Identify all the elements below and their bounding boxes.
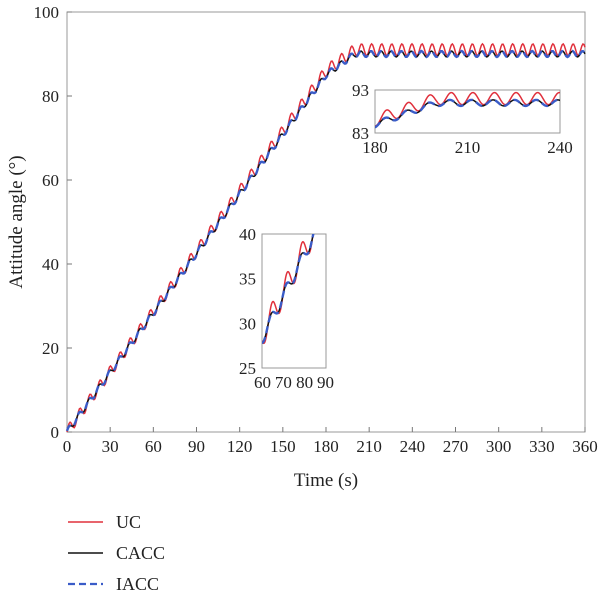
y-tick-label: 80 xyxy=(42,87,59,106)
legend-label-uc: UC xyxy=(116,512,141,532)
x-tick-label: 0 xyxy=(63,437,72,456)
x-tick-label: 180 xyxy=(313,437,339,456)
x-tick-label: 270 xyxy=(443,437,469,456)
inset-top-x-tick-label: 240 xyxy=(547,138,573,157)
inset-mid-y-tick-label: 30 xyxy=(239,314,256,333)
inset-top-series-group xyxy=(375,91,560,129)
inset-mid-y-tick-label: 35 xyxy=(239,270,256,289)
legend: UC CACC IACC xyxy=(68,512,165,594)
y-tick-label: 0 xyxy=(51,423,60,442)
inset-mid-frame xyxy=(261,233,327,369)
y-tick-label: 40 xyxy=(42,255,59,274)
x-tick-label: 240 xyxy=(400,437,426,456)
inset-top-x-tick-label: 210 xyxy=(455,138,481,157)
x-tick-label: 150 xyxy=(270,437,296,456)
y-tick-label: 60 xyxy=(42,171,59,190)
inset-mid-x-tick-label: 80 xyxy=(296,373,313,392)
inset-mid-series-group xyxy=(262,234,315,345)
x-tick-label: 60 xyxy=(145,437,162,456)
inset-mid-y-tick-label: 25 xyxy=(239,359,256,378)
inset-mid-x-tick-label: 70 xyxy=(275,373,292,392)
inset-mid-series-iacc xyxy=(262,234,315,345)
inset-top-y-tick-label: 93 xyxy=(352,81,369,100)
inset-top-series-iacc xyxy=(375,98,560,129)
inset-plot-60-90: 60 70 80 90 25 30 35 40 xyxy=(239,225,334,392)
x-tick-label: 210 xyxy=(356,437,382,456)
x-tick-label: 300 xyxy=(486,437,512,456)
x-tick-label: 360 xyxy=(572,437,598,456)
y-tick-label: 20 xyxy=(42,339,59,358)
inset-plot-180-240: 180 210 240 83 93 xyxy=(352,81,573,157)
inset-top-y-tick-label: 83 xyxy=(352,124,369,143)
x-tick-label: 30 xyxy=(102,437,119,456)
legend-label-iacc: IACC xyxy=(116,574,159,594)
y-axis-label: Attitude angle (°) xyxy=(6,155,27,288)
inset-mid-x-tick-label: 90 xyxy=(317,373,334,392)
inset-top-x-tick-label: 180 xyxy=(362,138,388,157)
x-tick-label: 120 xyxy=(227,437,253,456)
y-tick-label: 100 xyxy=(34,3,60,22)
legend-label-cacc: CACC xyxy=(116,543,165,563)
x-tick-label: 330 xyxy=(529,437,555,456)
inset-top-series-uc xyxy=(375,91,560,127)
inset-mid-x-tick-label: 60 xyxy=(254,373,271,392)
x-tick-label: 90 xyxy=(188,437,205,456)
x-axis-label: Time (s) xyxy=(294,470,358,491)
main-series-iacc xyxy=(65,49,587,432)
inset-mid-y-tick-label: 40 xyxy=(239,225,256,244)
plot-frame xyxy=(66,11,586,433)
